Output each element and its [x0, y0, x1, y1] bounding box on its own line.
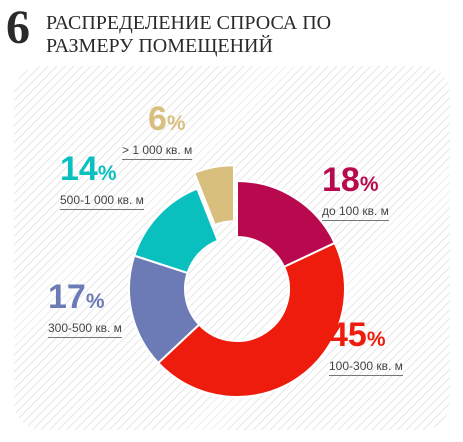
chart-title: РАСПРЕДЕЛЕНИЕ СПРОСА ПО РАЗМЕРУ ПОМЕЩЕНИ… — [46, 12, 332, 57]
range-s5: > 1 000 кв. м — [122, 143, 193, 160]
label-s2: 45% 100-300 кв. м — [329, 318, 403, 376]
range-s2: 100-300 кв. м — [329, 359, 403, 376]
range-s4: 500-1 000 кв. м — [60, 193, 144, 210]
slice-s5 — [192, 164, 236, 227]
label-s5: 6% > 1 000 кв. м — [122, 100, 193, 160]
figure-number: 6 — [6, 1, 30, 54]
slice-s4 — [133, 187, 220, 275]
label-s4: 14% 500-1 000 кв. м — [60, 152, 144, 210]
pct-s1: 18% — [322, 161, 379, 199]
slice-s1 — [236, 179, 337, 269]
slice-s2 — [156, 241, 346, 398]
range-s3: 300-500 кв. м — [48, 321, 122, 338]
label-s3: 17% 300-500 кв. м — [48, 280, 122, 338]
range-s1: до 100 кв. м — [322, 204, 389, 221]
pct-s3: 17% — [48, 278, 105, 316]
label-s1: 18% до 100 кв. м — [322, 163, 389, 221]
pct-s2: 45% — [329, 316, 386, 354]
pct-s5: 6% — [148, 100, 186, 138]
pct-s4: 14% — [60, 150, 117, 188]
